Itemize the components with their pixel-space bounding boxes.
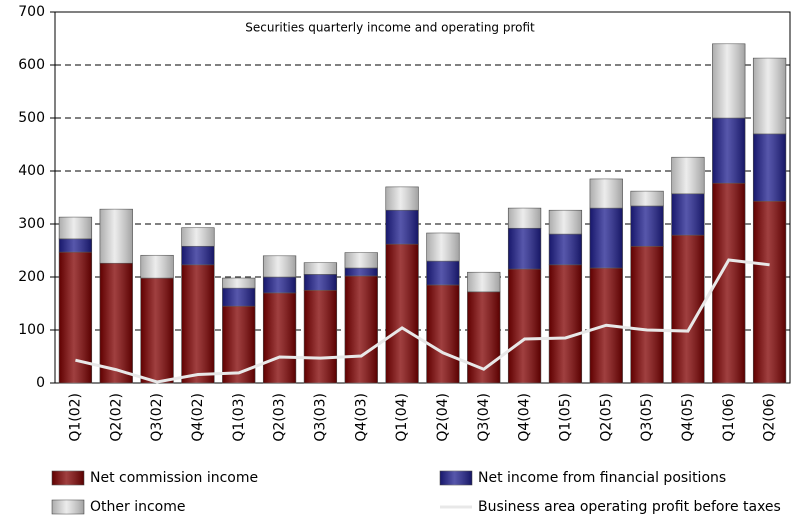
plot-frame — [54, 11, 791, 384]
bar-shade — [59, 238, 92, 253]
bar-shade — [589, 178, 623, 209]
bar-shade — [344, 267, 378, 276]
y-tick-label: 200 — [18, 269, 45, 285]
bar-shade — [753, 201, 786, 383]
x-tick-label: Q4(04) — [517, 393, 533, 442]
bar-shade — [263, 277, 296, 293]
bar-shade — [344, 252, 378, 268]
bar-shade — [99, 263, 133, 383]
y-tick-label: 600 — [18, 57, 45, 73]
bar-shade — [426, 284, 460, 383]
bar-shade — [467, 272, 501, 292]
chart-title: Securities quarterly income and operatin… — [245, 21, 535, 35]
bar-shade — [753, 133, 786, 202]
legend-shade — [440, 471, 472, 485]
legend-label: Business area operating profit before ta… — [478, 499, 781, 515]
bar-shade — [99, 209, 133, 264]
bar-shade — [426, 261, 460, 285]
bar-shade — [549, 264, 582, 383]
bar-shade — [508, 269, 541, 383]
x-tick-label: Q2(06) — [762, 393, 778, 442]
bar-shade — [630, 205, 664, 247]
bar-shade — [589, 208, 623, 268]
legend-label: Net commission income — [90, 470, 258, 486]
x-tick-label: Q1(02) — [67, 393, 83, 442]
y-tick-label: 100 — [18, 322, 45, 338]
bar-shade — [385, 210, 419, 245]
bar-shade — [263, 292, 296, 383]
x-tick-label: Q4(03) — [353, 393, 369, 442]
bar-shade — [385, 186, 419, 211]
y-tick-label: 300 — [18, 216, 45, 232]
x-tick-label: Q1(04) — [394, 393, 410, 442]
bar-shade — [712, 118, 746, 184]
bar-shade — [549, 234, 582, 265]
bar-shade — [671, 235, 705, 383]
x-tick-label: Q4(05) — [680, 393, 696, 442]
bar-shade — [549, 210, 582, 235]
bar-shade — [508, 208, 541, 229]
bar-shade — [140, 278, 174, 383]
x-tick-label: Q1(03) — [231, 393, 247, 442]
x-tick-label: Q2(02) — [108, 393, 124, 442]
y-tick-label: 0 — [36, 375, 45, 391]
legend-label: Net income from financial positions — [478, 470, 726, 486]
x-tick-label: Q2(04) — [435, 393, 451, 442]
bar-shade — [181, 246, 215, 265]
x-tick-label: Q3(04) — [476, 393, 492, 442]
y-tick-label: 500 — [18, 110, 45, 126]
bar-shade — [671, 193, 705, 236]
x-tick-label: Q4(02) — [190, 393, 206, 442]
bar-shade — [712, 43, 746, 118]
bar-shade — [671, 157, 705, 194]
bar-shade — [181, 264, 215, 383]
legend-shade — [52, 471, 84, 485]
line-series — [75, 258, 770, 384]
bar-shade — [344, 275, 378, 383]
legend-label: Other income — [90, 499, 185, 515]
bar-shade — [385, 244, 419, 383]
legend-shade — [52, 500, 84, 514]
bar-shade — [753, 58, 786, 134]
bar-shade — [630, 246, 664, 383]
bar-shade — [304, 262, 337, 275]
x-tick-label: Q2(03) — [272, 393, 288, 442]
bar-shade — [508, 228, 541, 270]
bar-shade — [222, 278, 256, 289]
bar-shade — [222, 288, 256, 307]
x-tick-label: Q3(03) — [312, 393, 328, 442]
bar-shade — [263, 255, 296, 277]
bar-shade — [304, 290, 337, 383]
bar-shade — [712, 183, 746, 383]
y-tick-label: 400 — [18, 163, 45, 179]
x-tick-label: Q1(05) — [557, 393, 573, 442]
bar-shade — [140, 255, 174, 279]
bar-shade — [630, 191, 664, 206]
bar-shade — [59, 217, 92, 239]
x-tick-label: Q3(02) — [149, 393, 165, 442]
bar-shade — [426, 233, 460, 262]
x-tick-label: Q2(05) — [598, 393, 614, 442]
bar-shade — [304, 274, 337, 291]
x-tick-label: Q1(06) — [721, 393, 737, 442]
y-tick-label: 700 — [18, 4, 45, 20]
x-tick-label: Q3(05) — [639, 393, 655, 442]
bar-shade — [181, 227, 215, 247]
